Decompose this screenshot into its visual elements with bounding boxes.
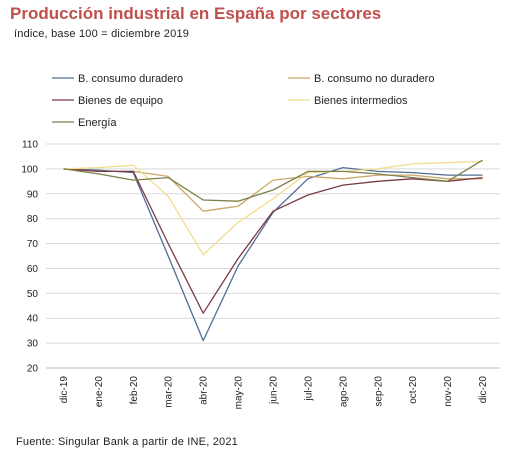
x-tick-label-jun-20: jun-20 xyxy=(269,376,280,405)
y-tick-label-80: 80 xyxy=(27,214,39,225)
y-tick-label-70: 70 xyxy=(27,239,39,250)
x-tick-label-ene-20: ene-20 xyxy=(94,376,105,408)
legend-label-4: Energía xyxy=(78,117,117,129)
legend-label-1: B. consumo no duradero xyxy=(314,73,434,85)
x-tick-label-sep-20: sep-20 xyxy=(373,376,384,407)
y-tick-label-110: 110 xyxy=(22,140,38,151)
x-tick-label-jul-20: jul-20 xyxy=(303,376,314,402)
x-tick-label-feb-20: feb-20 xyxy=(129,376,140,405)
y-tick-label-50: 50 xyxy=(27,289,39,300)
y-tick-label-60: 60 xyxy=(27,264,39,275)
source-note: Fuente: Singular Bank a partir de INE, 2… xyxy=(16,436,239,448)
x-axis: dic-19 ene-20 feb-20 mar-20 abr-20 may-20 jun-… xyxy=(46,367,500,410)
y-axis: 20 30 40 50 60 70 80 90 100 110 xyxy=(21,140,38,375)
x-tick-label-dic-20: dic-20 xyxy=(478,376,489,404)
legend-label-2: Bienes de equipo xyxy=(78,95,163,107)
y-tick-label-30: 30 xyxy=(27,339,39,350)
x-tick-label-dic-19: dic-19 xyxy=(59,376,70,404)
series-line-4 xyxy=(63,159,483,202)
chart-legend: B. consumo duradero B. consumo no durader… xyxy=(52,73,434,129)
line-chart: B. consumo duradero B. consumo no durader… xyxy=(21,73,500,410)
x-tick-label-mar-20: mar-20 xyxy=(164,376,175,408)
y-tick-label-40: 40 xyxy=(27,314,39,325)
series-line-3 xyxy=(63,160,483,256)
y-tick-label-90: 90 xyxy=(27,189,39,200)
x-tick-label-may-20: may-20 xyxy=(234,376,245,410)
chart-subtitle: índice, base 100 = diciembre 2019 xyxy=(14,28,190,40)
chart-series xyxy=(63,159,483,342)
legend-label-3: Bienes intermedios xyxy=(314,95,408,107)
x-tick-label-nov-20: nov-20 xyxy=(443,376,454,407)
x-tick-label-ago-20: ago-20 xyxy=(338,376,349,408)
y-tick-label-100: 100 xyxy=(21,164,38,175)
legend-label-0: B. consumo duradero xyxy=(78,73,183,85)
x-tick-label-oct-20: oct-20 xyxy=(408,376,419,404)
x-tick-label-abr-20: abr-20 xyxy=(199,376,210,405)
chart-title: Producción industrial en España por sect… xyxy=(10,4,382,23)
series-line-2 xyxy=(63,168,483,314)
y-tick-label-20: 20 xyxy=(27,364,39,375)
